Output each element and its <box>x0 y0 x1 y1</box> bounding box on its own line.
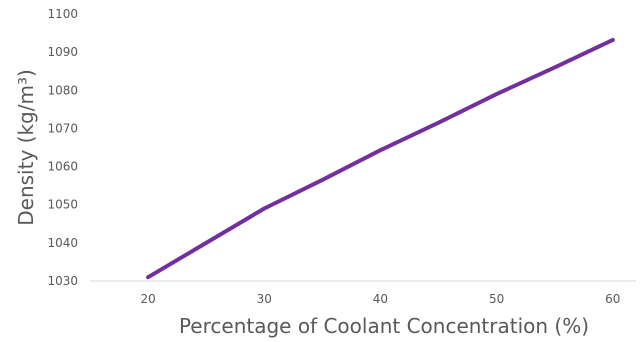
y-tick-label: 1090 <box>47 45 78 59</box>
y-tick-label: 1080 <box>47 83 78 97</box>
x-axis-title: Percentage of Coolant Concentration (%) <box>179 314 589 338</box>
series-layer <box>146 37 615 280</box>
y-tick-label: 1050 <box>47 198 78 212</box>
y-axis-title: Density (kg/m³) <box>14 69 38 226</box>
x-axis-ticks: 20 30 40 50 60 <box>140 292 620 306</box>
y-tick-label: 1060 <box>47 160 78 174</box>
x-tick-label: 60 <box>605 292 620 306</box>
y-tick-label: 1030 <box>47 274 78 288</box>
x-tick-label: 50 <box>489 292 504 306</box>
x-tick-label: 40 <box>373 292 388 306</box>
x-tick-label: 20 <box>140 292 155 306</box>
x-tick-label: 30 <box>257 292 272 306</box>
series-line <box>146 37 615 280</box>
y-tick-label: 1040 <box>47 236 78 250</box>
y-axis-ticks: 1030 1040 1050 1060 1070 1080 1090 1100 <box>47 7 78 288</box>
y-tick-label: 1100 <box>47 7 78 21</box>
y-tick-label: 1070 <box>47 121 78 135</box>
